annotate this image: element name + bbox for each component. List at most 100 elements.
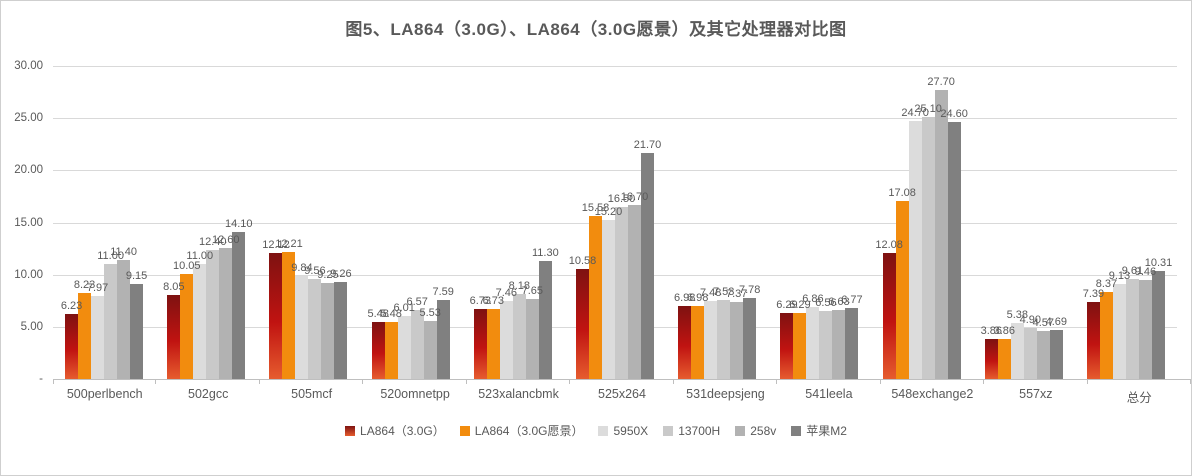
- data-label: 3.86: [980, 324, 1002, 337]
- bar: 9.46: [1135, 266, 1156, 379]
- bar: 6.23: [61, 300, 82, 379]
- bar: 7.48: [700, 287, 721, 379]
- x-category-label: 525x264: [598, 387, 646, 401]
- bar-group-548exchange2: 12.08 17.08 24.70 25.10 27.70 24.60: [871, 66, 973, 379]
- x-category-label: 523xalancbmk: [478, 387, 559, 401]
- bar: 10.05: [173, 260, 201, 379]
- legend-item: LA864（3.0G愿景）: [459, 422, 583, 439]
- data-label: 9.13: [1108, 269, 1131, 282]
- bar: 16.70: [621, 191, 648, 379]
- data-label: 12.40: [199, 235, 227, 248]
- bar: 8.23: [74, 279, 95, 379]
- data-label: 8.37: [1095, 277, 1118, 290]
- bar: 7.39: [1083, 288, 1104, 379]
- x-category-523xalancbmk: 523xalancbmk: [467, 380, 571, 406]
- data-label: 6.73: [482, 294, 505, 307]
- bar-group-525x264: 10.58 15.58 15.20 16.50 16.70 21.70: [564, 66, 666, 379]
- data-label: 11.00: [97, 250, 124, 263]
- x-category-label: 总分: [1126, 391, 1152, 405]
- data-label: 15.20: [594, 206, 623, 219]
- bar-group-505mcf: 12.12 12.21 9.84 9.56 9.25 9.26: [257, 66, 359, 379]
- bar: 24.60: [940, 108, 968, 379]
- bar: 9.25: [317, 269, 339, 379]
- x-category-502gcc: 502gcc: [156, 380, 261, 406]
- bar: 6.98: [687, 292, 708, 379]
- y-tick-label: 10.00: [14, 268, 43, 281]
- bar: 5.38: [1007, 309, 1028, 379]
- bar: 4.57: [1033, 317, 1054, 379]
- bar: 6.63: [828, 296, 850, 379]
- legend: LA864（3.0G） LA864（3.0G愿景） 5950X 13700H 258v 苹…: [1, 422, 1191, 439]
- chart-title: 图5、LA864（3.0G）、LA864（3.0G愿景）及其它处理器对比图: [345, 20, 847, 39]
- bar: 21.70: [634, 139, 661, 379]
- legend-item: 苹果M2: [791, 422, 847, 439]
- bar-group-520omnetpp: 5.48 5.48 6.01 6.57 5.53 7.59: [360, 66, 462, 379]
- legend-label: 苹果M2: [806, 424, 847, 438]
- data-label: 7.97: [86, 281, 109, 294]
- x-category-label: 557xz: [1019, 387, 1053, 401]
- data-label: 7.48: [700, 286, 722, 299]
- legend-label: 13700H: [678, 423, 721, 438]
- x-axis: 500perlbench 502gcc 505mcf 520omnetpp 523xal…: [53, 379, 1191, 406]
- data-label: 5.48: [380, 307, 402, 320]
- data-label: 12.21: [275, 237, 303, 250]
- x-category-505mcf: 505mcf: [260, 380, 364, 406]
- data-label: 24.70: [901, 107, 929, 120]
- bar: 6.01: [393, 302, 415, 379]
- bar: 11.40: [110, 246, 137, 379]
- legend-marker: [791, 425, 802, 436]
- bar: 9.13: [1109, 270, 1130, 379]
- bar: 3.86: [994, 325, 1015, 379]
- y-tick-label: 25.00: [14, 112, 43, 125]
- legend-marker: [735, 425, 746, 436]
- bar: 4.69: [1046, 316, 1067, 379]
- bar: 4.90: [1020, 314, 1041, 379]
- x-category-label: 505mcf: [291, 387, 333, 401]
- bar: 7.78: [739, 284, 760, 379]
- data-label: 6.77: [841, 294, 863, 307]
- bar: 5.48: [380, 308, 402, 379]
- data-label: 6.01: [393, 302, 415, 315]
- data-label: 5.48: [367, 307, 389, 320]
- x-category-总分: 总分: [1088, 380, 1191, 406]
- bar: 9.84: [291, 262, 313, 379]
- data-label: 6.86: [802, 293, 824, 306]
- data-label: 6.73: [469, 294, 492, 307]
- gridline: [53, 66, 1177, 67]
- data-label: 21.70: [633, 138, 662, 151]
- bar: 6.56: [815, 297, 837, 379]
- data-label: 11.40: [110, 246, 137, 259]
- data-label: 14.10: [225, 217, 253, 230]
- data-label: 3.86: [993, 324, 1015, 337]
- bar: 11.00: [97, 250, 124, 379]
- legend-label: LA864（3.0G）: [360, 424, 445, 438]
- bar: 6.73: [483, 295, 504, 379]
- data-label: 9.56: [304, 265, 326, 278]
- legend-item: 13700H: [663, 424, 720, 438]
- data-label: 7.37: [726, 288, 748, 301]
- data-label: 8.23: [73, 279, 96, 292]
- data-label: 6.98: [674, 292, 696, 305]
- bar-group-500perlbench: 6.23 8.23 7.97 11.00 11.40 9.15: [53, 66, 155, 379]
- data-label: 4.57: [1032, 317, 1054, 330]
- bar-group-502gcc: 8.05 10.05 11.00 12.40 12.60 14.10: [155, 66, 257, 379]
- bar: 27.70: [927, 76, 955, 379]
- bar: 16.50: [608, 193, 635, 379]
- bar: 12.40: [199, 236, 227, 379]
- bar: 7.46: [496, 287, 517, 379]
- data-label: 6.57: [406, 296, 428, 309]
- bar: 15.58: [582, 202, 609, 379]
- bar: 6.77: [841, 294, 863, 379]
- y-tick-label: 20.00: [14, 164, 43, 177]
- x-category-label: 500perlbench: [66, 387, 143, 401]
- x-category-label: 502gcc: [188, 387, 229, 401]
- bar: 7.97: [87, 282, 108, 379]
- legend-marker: [345, 425, 356, 436]
- data-label: 10.05: [173, 260, 201, 273]
- x-category-label: 541leela: [805, 387, 853, 401]
- data-label: 5.38: [1006, 308, 1028, 321]
- legend-item: 258v: [735, 424, 776, 438]
- data-label: 7.59: [432, 285, 454, 298]
- bar: 7.53: [713, 286, 734, 379]
